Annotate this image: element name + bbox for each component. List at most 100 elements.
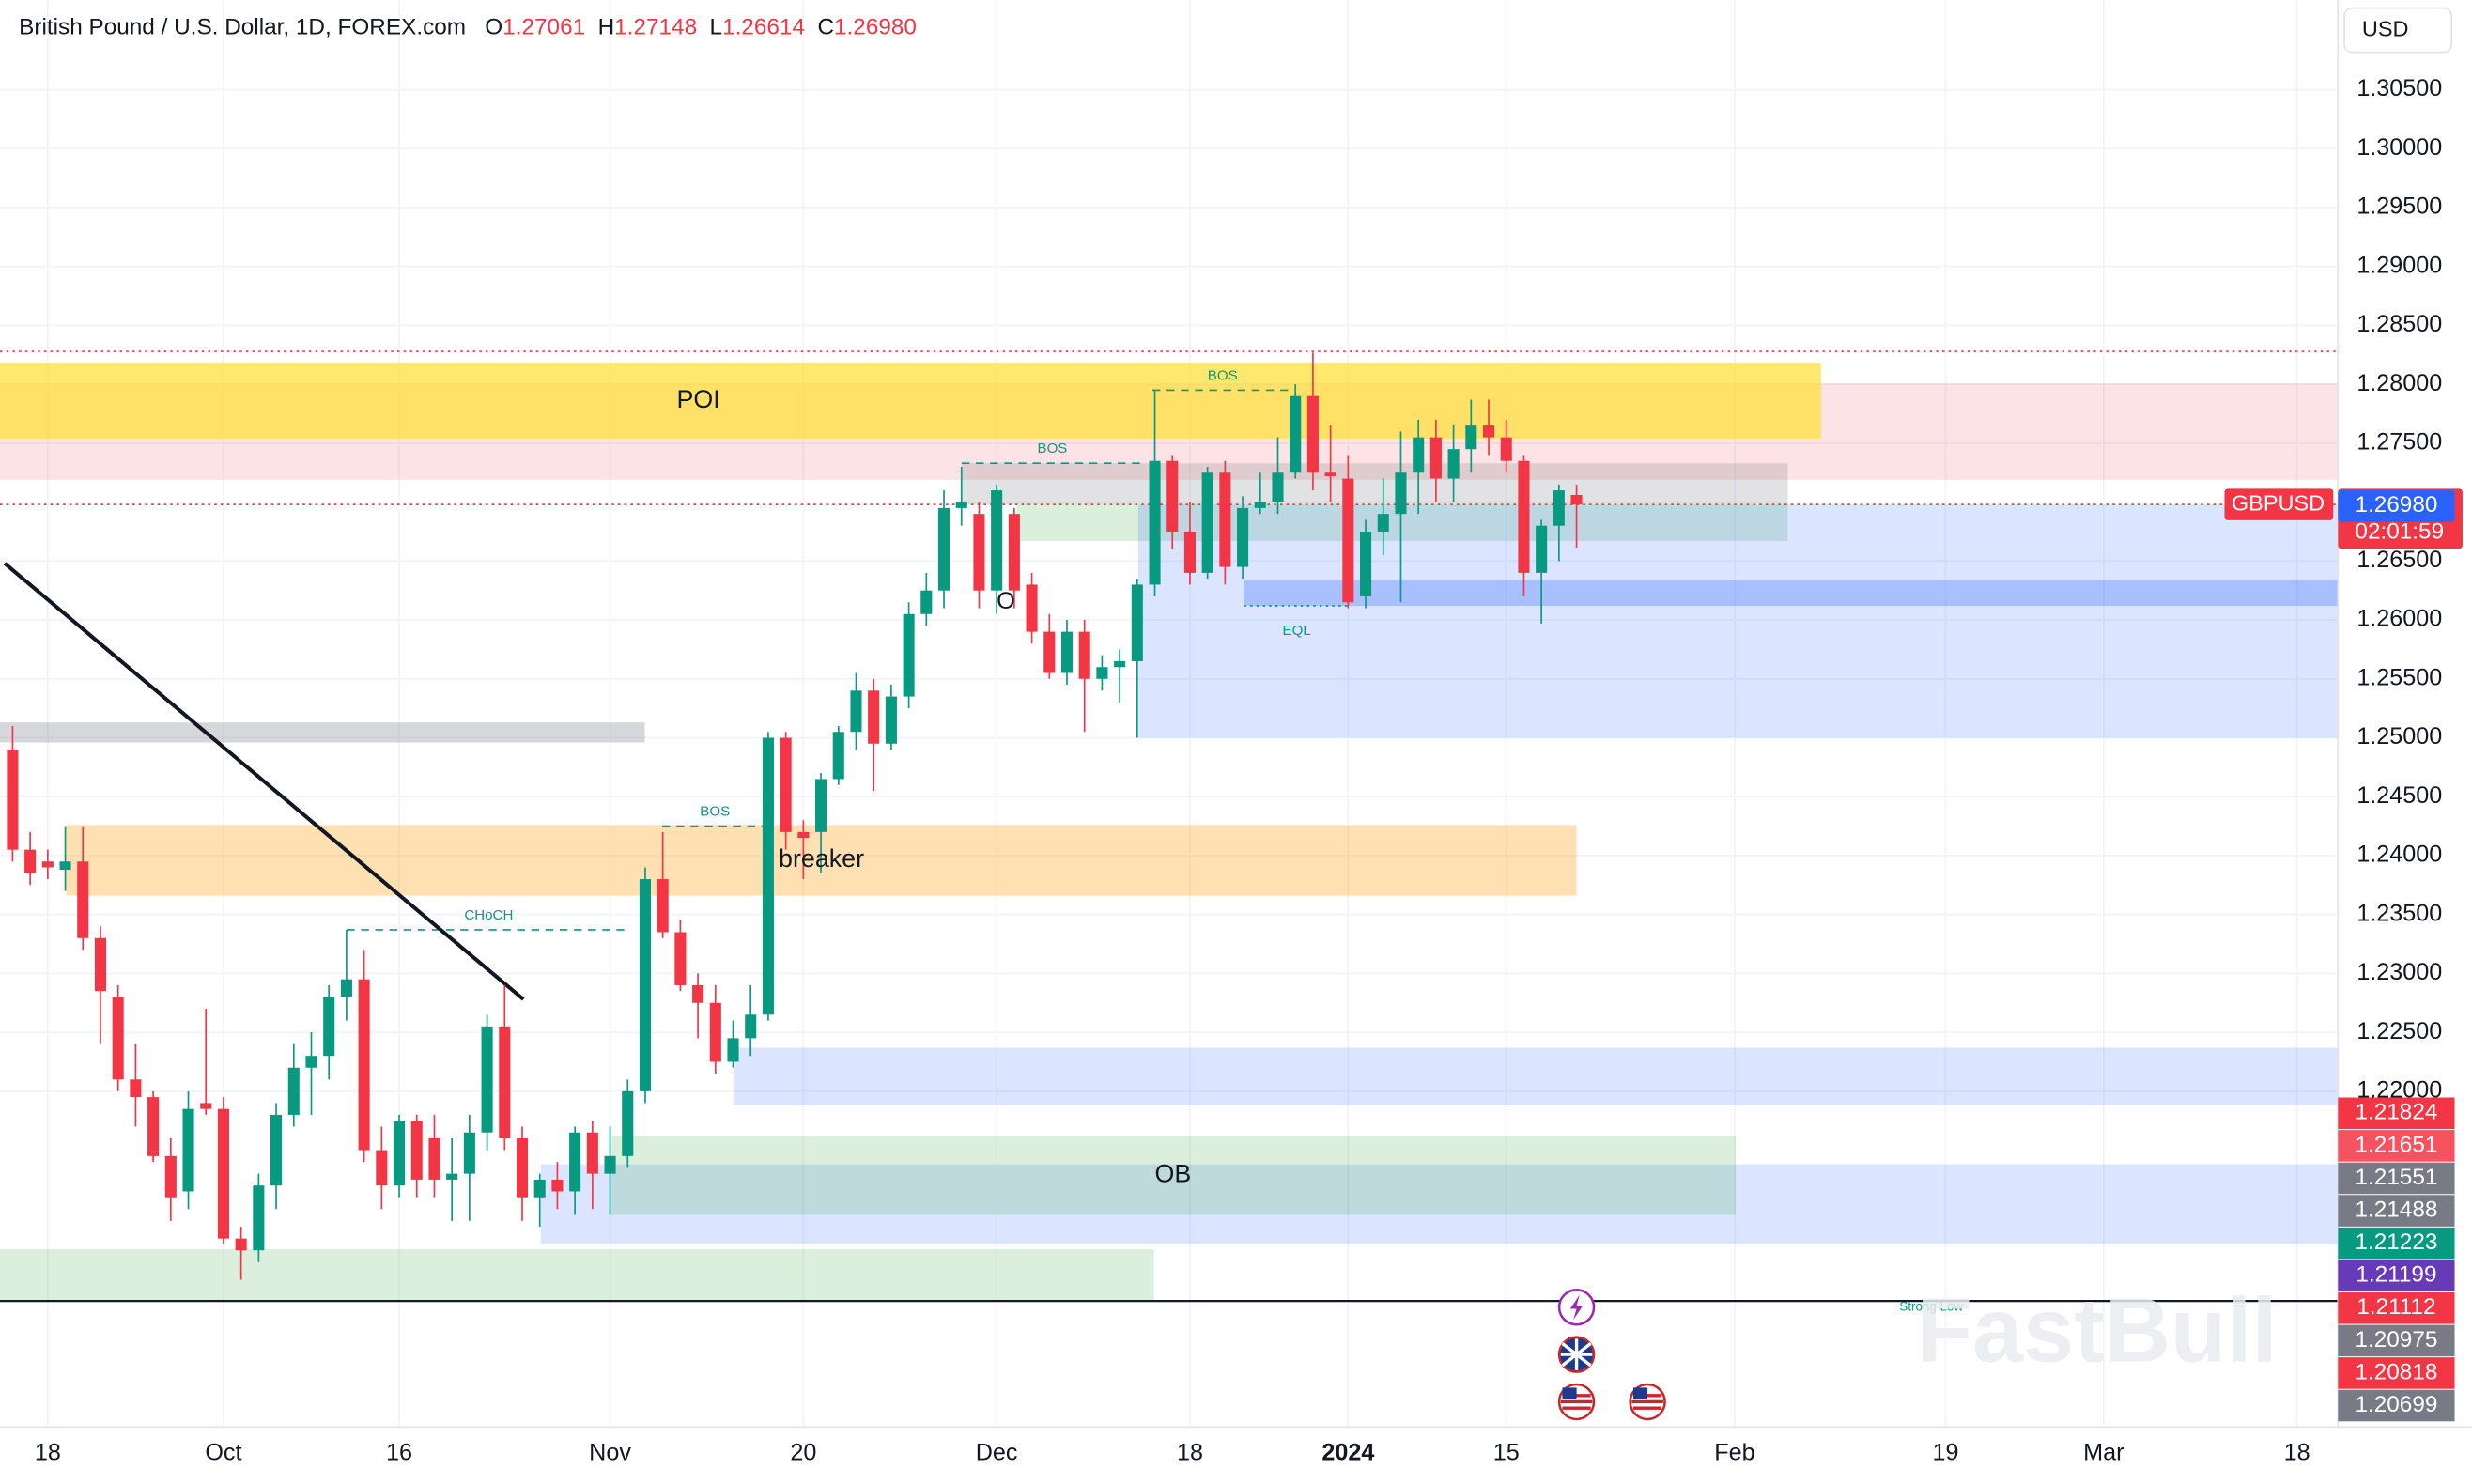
candle-body xyxy=(1237,507,1249,567)
candle-body xyxy=(657,879,669,933)
y-tick-label: 1.29500 xyxy=(2356,193,2442,220)
candle-body xyxy=(832,732,844,780)
candle-body xyxy=(1518,460,1530,573)
price-tag xyxy=(2338,1260,2455,1291)
price-tag-label: 1.21223 xyxy=(2355,1229,2437,1255)
candle-body xyxy=(762,737,774,1015)
candle-body xyxy=(903,613,915,697)
candle-body xyxy=(815,779,827,832)
level-label: EQL xyxy=(1283,623,1311,639)
ohlc-value: 1.26980 xyxy=(834,15,917,40)
candle-body xyxy=(1078,631,1090,679)
candle-body xyxy=(551,1179,564,1192)
candle-body xyxy=(991,490,1003,591)
price-tag xyxy=(2338,1324,2455,1357)
candle-body xyxy=(305,1056,317,1068)
candle-body xyxy=(77,861,89,938)
candle-body xyxy=(410,1121,423,1180)
candle-body xyxy=(797,831,810,839)
zone xyxy=(1137,504,2339,738)
y-tick-label: 1.23500 xyxy=(2356,900,2442,926)
x-tick-label: Dec xyxy=(976,1440,1018,1466)
y-tick-label: 1.28500 xyxy=(2356,311,2442,337)
level-label: BOS xyxy=(1038,441,1068,456)
x-tick-label: 18 xyxy=(35,1440,61,1466)
zone xyxy=(961,463,1788,505)
candle-body xyxy=(428,1138,440,1180)
price-tag xyxy=(2338,1130,2455,1162)
price-tag xyxy=(2338,1357,2455,1389)
candle-body xyxy=(1096,667,1108,679)
event-icon-glyph xyxy=(1560,1338,1593,1370)
candle-body xyxy=(1114,660,1126,668)
candle-body xyxy=(358,979,370,1151)
event-icons xyxy=(1557,1289,1666,1421)
ohlc-key: L xyxy=(710,15,723,40)
y-tick-label: 1.24500 xyxy=(2356,782,2442,809)
candle-body xyxy=(1290,395,1302,473)
candle-body xyxy=(1149,460,1161,585)
candle-body xyxy=(533,1179,546,1198)
price-tag-label: 1.20699 xyxy=(2355,1392,2437,1417)
price-tag xyxy=(2338,1389,2455,1422)
candle-body xyxy=(164,1155,177,1198)
candle-body xyxy=(885,696,897,744)
candle-body xyxy=(340,979,352,997)
candle-body xyxy=(569,1132,581,1192)
x-tick-label: 18 xyxy=(2284,1440,2310,1466)
ohlc: O1.27061 H1.27148 L1.26614 C1.26980 xyxy=(485,15,917,40)
candle-body xyxy=(973,514,985,591)
currency: USD xyxy=(2362,16,2409,40)
currency-button[interactable] xyxy=(2343,7,2453,54)
candle-body xyxy=(147,1097,160,1156)
candle-body xyxy=(1377,514,1389,532)
price-tags: GBPUSD1.2698002:01:591.269801.218241.216… xyxy=(2224,488,2463,1422)
candle-body xyxy=(1254,502,1266,508)
symbol-label: GBPUSD xyxy=(2232,490,2325,515)
candle-body xyxy=(1131,584,1143,661)
x-tick-label: 20 xyxy=(790,1440,816,1466)
candle-body xyxy=(1306,395,1319,473)
candle-body xyxy=(1570,494,1583,505)
price-tag-label: 1.20818 xyxy=(2355,1359,2437,1384)
candle-body xyxy=(868,690,880,744)
price-tag-label: 1.21651 xyxy=(2355,1132,2437,1157)
candle-body xyxy=(1183,531,1196,573)
candle-body xyxy=(1553,490,1565,526)
zone-label: breaker xyxy=(779,844,864,873)
candle-body xyxy=(112,997,124,1080)
level-label: CHoCH xyxy=(464,907,513,923)
candle-body xyxy=(1413,437,1425,473)
candle-body xyxy=(7,750,19,850)
x-tick-label: Feb xyxy=(1714,1440,1754,1466)
candle-body xyxy=(1272,472,1284,502)
y-tick-label: 1.29000 xyxy=(2356,252,2442,278)
price-tag-label: 1.20975 xyxy=(2355,1327,2437,1353)
candle-body xyxy=(1201,472,1213,573)
countdown: 02:01:59 xyxy=(2355,519,2444,545)
candle-body xyxy=(1465,425,1477,450)
candle-body xyxy=(270,1114,283,1186)
candle-body xyxy=(1324,472,1336,477)
candle-body xyxy=(622,1090,634,1156)
chart-title: British Pound / U.S. Dollar, 1D, FOREX.c… xyxy=(19,15,466,40)
x-tick-label: 16 xyxy=(386,1440,412,1466)
x-tick-label: Oct xyxy=(205,1440,241,1466)
candle-body xyxy=(217,1108,229,1239)
candle-body xyxy=(200,1103,212,1109)
x-tick-label: 18 xyxy=(1177,1440,1203,1466)
candle-body xyxy=(323,997,335,1057)
zones xyxy=(0,363,2339,1302)
candle-body xyxy=(709,1002,721,1062)
candle-body xyxy=(1360,531,1372,596)
candle-body xyxy=(780,737,792,832)
event-icon-glyph xyxy=(1569,1294,1584,1321)
ohlc-key: C xyxy=(817,15,834,40)
ohlc-key: H xyxy=(598,15,615,40)
y-tick-label: 1.26000 xyxy=(2356,606,2442,632)
zone-label: POI xyxy=(676,385,719,413)
x-tick-label: Mar xyxy=(2083,1440,2124,1466)
level-label: BOS xyxy=(700,803,730,819)
